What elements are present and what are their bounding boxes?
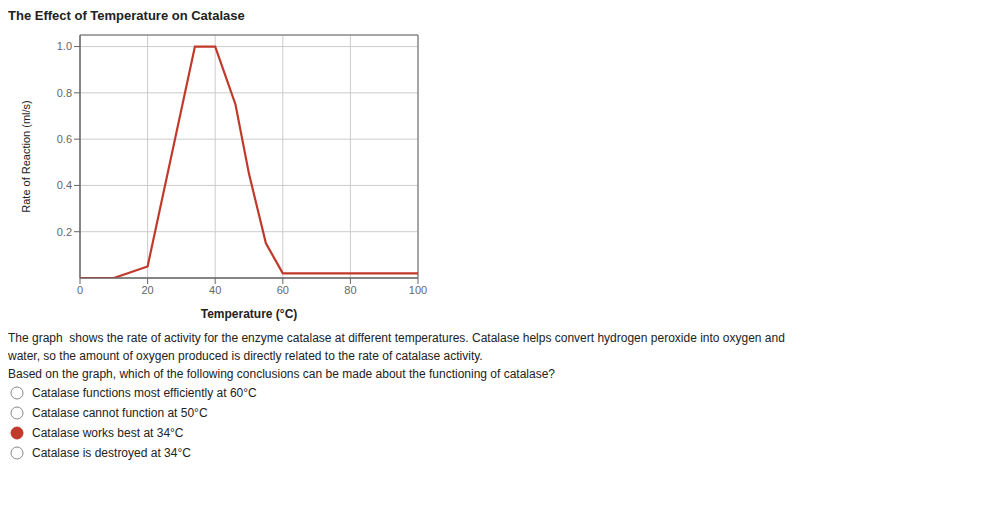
html-text:Catalase is destroyed at 34°C: Catalase is destroyed at 34°C: [32, 446, 191, 460]
svg-text:80: 80: [344, 284, 356, 296]
html-text:The Effect of Temperature on C: The Effect of Temperature on Catalase: [8, 8, 245, 23]
html-text:Catalase works best at 34°C: Catalase works best at 34°C: [32, 426, 184, 440]
svg-text:60: 60: [277, 284, 289, 296]
html-text:water, so the amount of oxygen: water, so the amount of oxygen produced …: [8, 349, 483, 363]
html-text:Catalase cannot function at 50: Catalase cannot function at 50°C: [32, 406, 208, 420]
svg-text:1.0: 1.0: [57, 40, 72, 52]
html-text:Based on the graph, which of t: Based on the graph, which of the followi…: [8, 367, 555, 381]
svg-text:Temperature (°C): Temperature (°C): [201, 307, 298, 321]
html-text:The graph shows the rate of ac: The graph shows the rate of activity for…: [8, 331, 785, 345]
svg-text:0: 0: [77, 284, 83, 296]
svg-text:100: 100: [409, 284, 427, 296]
svg-text:0.2: 0.2: [57, 226, 72, 238]
svg-text:0.4: 0.4: [57, 179, 72, 191]
svg-text:Rate of Reaction (ml/s): Rate of Reaction (ml/s): [20, 100, 32, 212]
svg-text:40: 40: [209, 284, 221, 296]
svg-text:0.8: 0.8: [57, 87, 72, 99]
svg-text:20: 20: [141, 284, 153, 296]
html-text:Catalase functions most effici: Catalase functions most efficiently at 6…: [32, 386, 257, 400]
svg-text:0.6: 0.6: [57, 133, 72, 145]
